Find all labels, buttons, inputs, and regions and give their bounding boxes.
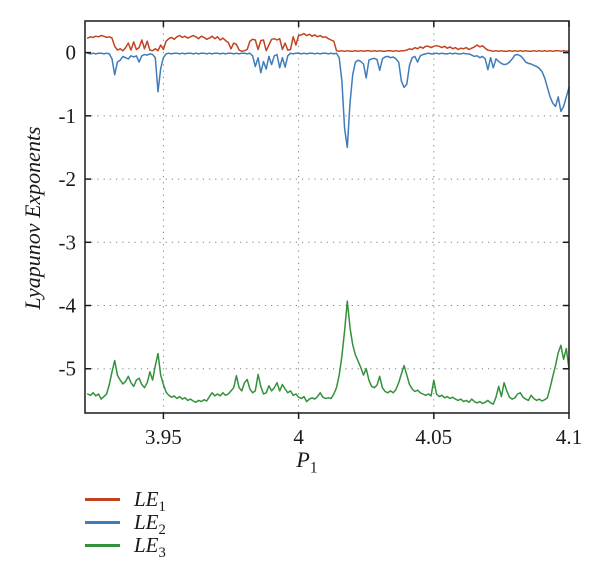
legend-label-le1: LE1 [134, 487, 166, 515]
y-tick-label: -1 [59, 104, 77, 128]
y-tick-label: -3 [59, 230, 77, 254]
legend-line-le2 [85, 521, 120, 524]
legend-item-le3: LE3 [85, 533, 166, 561]
y-tick-label: -4 [59, 294, 77, 318]
y-axis-label: Lyapunov Exponents [20, 126, 45, 310]
y-tick-label: -2 [59, 167, 77, 191]
legend-label-le3: LE3 [134, 533, 166, 561]
legend-item-le2: LE2 [85, 510, 166, 538]
legend: LE1 LE2 LE3 [85, 487, 166, 561]
x-axis-label: P1 [296, 447, 318, 477]
chart-canvas: 3.95 4 4.05 4.1 0 -1 -2 -3 -4 -5 [59, 20, 582, 449]
legend-label-le1-sub: 1 [158, 499, 166, 516]
x-axis-label-main: P [296, 447, 310, 472]
legend-label-le3-main: LE [134, 533, 159, 557]
series-line-le2 [86, 52, 570, 149]
y-tick-label: -5 [59, 357, 77, 381]
x-tick-label: 4.1 [556, 425, 582, 449]
legend-label-le2-sub: 2 [158, 522, 166, 539]
x-tick-label: 4 [293, 425, 304, 449]
x-tick-label: 3.95 [145, 425, 182, 449]
legend-item-le1: LE1 [85, 487, 166, 515]
plot-border [84, 20, 570, 414]
legend-line-le3 [85, 544, 120, 547]
series-line-le3 [86, 300, 570, 405]
legend-label-le2: LE2 [134, 510, 166, 538]
x-axis-label-sub: 1 [309, 459, 318, 477]
legend-line-le1 [85, 498, 120, 501]
legend-label-le1-main: LE [134, 487, 159, 511]
legend-label-le3-sub: 3 [158, 545, 166, 562]
series-line-le1 [86, 32, 570, 53]
y-tick-label: 0 [66, 41, 77, 65]
legend-label-le2-main: LE [134, 510, 159, 534]
x-tick-label: 4.05 [415, 425, 452, 449]
